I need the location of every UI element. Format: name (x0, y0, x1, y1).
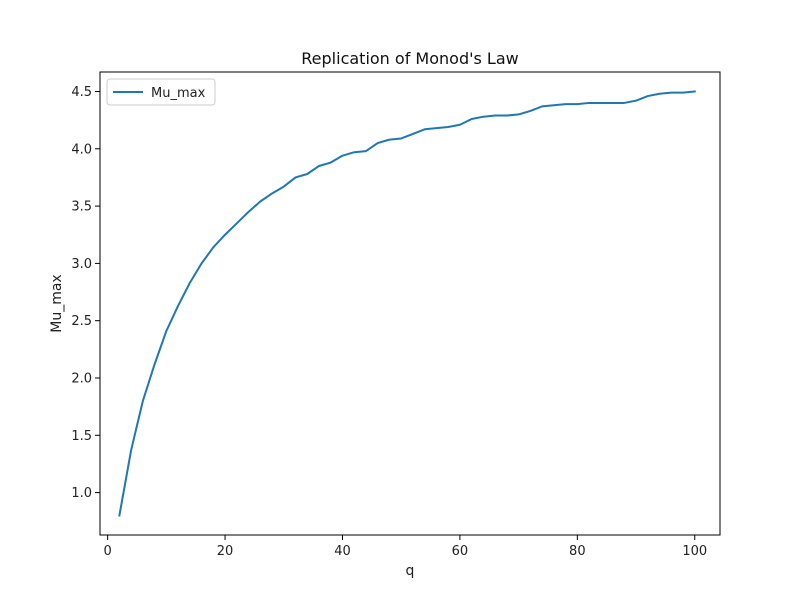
x-tick-label: 100 (682, 544, 707, 559)
x-tick-label: 20 (217, 544, 234, 559)
y-tick-label: 1.5 (71, 429, 92, 444)
y-tick-label: 2.5 (71, 314, 92, 329)
legend-label: Mu_max (151, 86, 206, 101)
y-axis-label: Mu_max (49, 274, 65, 332)
x-tick-label: 80 (569, 544, 586, 559)
legend-box (106, 78, 216, 106)
series-line-mu-max (118, 90, 696, 517)
x-tick-label: 0 (103, 544, 111, 559)
chart-title: Replication of Monod's Law (301, 49, 518, 68)
y-tick-label: 3.0 (71, 257, 92, 272)
y-tick-label: 1.0 (71, 486, 92, 501)
y-tick-label: 4.5 (71, 85, 92, 100)
x-axis: 0 20 40 60 80 100 (103, 535, 707, 559)
y-tick-label: 4.0 (71, 142, 92, 157)
plot-frame (99, 71, 721, 536)
legend: Mu_max (106, 78, 216, 106)
y-axis: 1.0 1.5 2.0 2.5 3.0 3.5 4.0 4.5 (71, 85, 100, 501)
y-tick-label: 2.0 (71, 371, 92, 386)
y-tick-label: 3.5 (71, 200, 92, 215)
x-tick-label: 40 (334, 544, 351, 559)
x-axis-label: q (406, 563, 415, 579)
x-tick-label: 60 (452, 544, 469, 559)
plot-area (118, 90, 696, 517)
